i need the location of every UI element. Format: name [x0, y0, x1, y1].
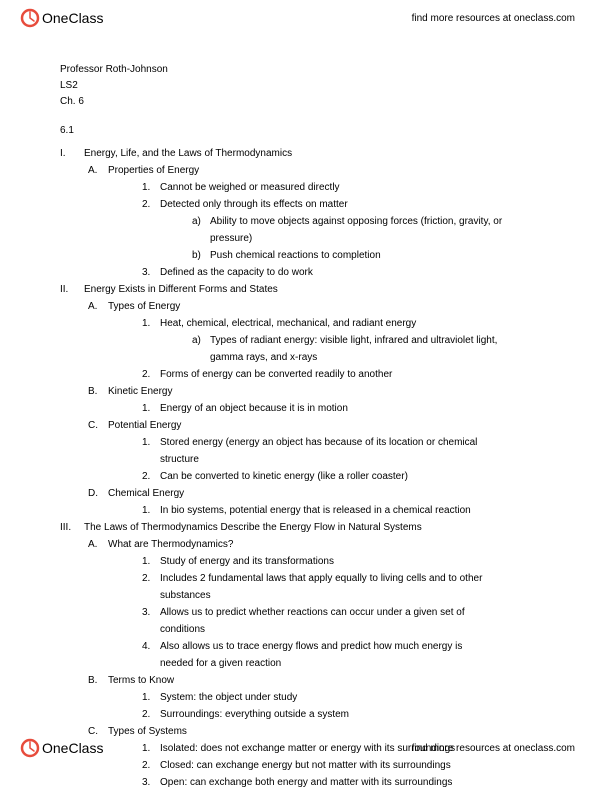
- section-number: 6.1: [60, 123, 535, 138]
- outline-text: Forms of energy can be converted readily…: [160, 369, 392, 380]
- outline-item: a)Types of radiant energy: visible light…: [60, 333, 535, 348]
- outline-item: 1.Cannot be weighed or measured directly: [60, 180, 535, 195]
- page-header: OneClass find more resources at oneclass…: [0, 0, 595, 32]
- outline-item: 2.Forms of energy can be converted readi…: [60, 367, 535, 382]
- outline-continuation: gamma rays, and x-rays: [60, 350, 535, 365]
- outline-text: Heat, chemical, electrical, mechanical, …: [160, 318, 416, 329]
- page-footer: OneClass find more resources at oneclass…: [0, 734, 595, 762]
- outline-item: A.Types of Energy: [60, 299, 535, 314]
- outline-item: III.The Laws of Thermodynamics Describe …: [60, 520, 535, 535]
- outline-text: Defined as the capacity to do work: [160, 267, 313, 278]
- outline-item: 2.Surroundings: everything outside a sys…: [60, 707, 535, 722]
- outline-text: Potential Energy: [108, 420, 181, 431]
- outline-text: The Laws of Thermodynamics Describe the …: [84, 522, 422, 533]
- outline-item: 1.Stored energy (energy an object has be…: [60, 435, 535, 450]
- outline-list: I.Energy, Life, and the Laws of Thermody…: [60, 146, 535, 790]
- outline-text: Energy, Life, and the Laws of Thermodyna…: [84, 148, 292, 159]
- outline-continuation: needed for a given reaction: [60, 656, 535, 671]
- outline-text: What are Thermodynamics?: [108, 539, 233, 550]
- outline-text: Stored energy (energy an object has beca…: [160, 437, 477, 448]
- outline-item: 2.Includes 2 fundamental laws that apply…: [60, 571, 535, 586]
- chapter-line: Ch. 6: [60, 94, 535, 109]
- outline-text: In bio systems, potential energy that is…: [160, 505, 471, 516]
- outline-continuation: structure: [60, 452, 535, 467]
- logo-icon: [20, 738, 40, 758]
- outline-item: 3.Open: can exchange both energy and mat…: [60, 775, 535, 790]
- outline-text: Open: can exchange both energy and matte…: [160, 777, 452, 788]
- document-content: Professor Roth-Johnson LS2 Ch. 6 6.1 I.E…: [0, 32, 595, 802]
- header-resource-link[interactable]: find more resources at oneclass.com: [412, 13, 575, 24]
- outline-text: System: the object under study: [160, 692, 297, 703]
- outline-text: Types of radiant energy: visible light, …: [210, 335, 497, 346]
- outline-item: 2.Can be converted to kinetic energy (li…: [60, 469, 535, 484]
- outline-item: A.What are Thermodynamics?: [60, 537, 535, 552]
- outline-item: a)Ability to move objects against opposi…: [60, 214, 535, 229]
- outline-text: Types of Energy: [108, 301, 180, 312]
- outline-text: Ability to move objects against opposing…: [210, 216, 502, 227]
- outline-item: 3.Allows us to predict whether reactions…: [60, 605, 535, 620]
- course-line: LS2: [60, 78, 535, 93]
- outline-item: b)Push chemical reactions to completion: [60, 248, 535, 263]
- outline-item: 1.Energy of an object because it is in m…: [60, 401, 535, 416]
- outline-text: Study of energy and its transformations: [160, 556, 334, 567]
- logo-icon: [20, 8, 40, 28]
- outline-text: Also allows us to trace energy flows and…: [160, 641, 462, 652]
- outline-text: Cannot be weighed or measured directly: [160, 182, 340, 193]
- outline-text: Kinetic Energy: [108, 386, 172, 397]
- outline-text: Can be converted to kinetic energy (like…: [160, 471, 408, 482]
- outline-item: B.Kinetic Energy: [60, 384, 535, 399]
- outline-text: Push chemical reactions to completion: [210, 250, 381, 261]
- outline-item: D.Chemical Energy: [60, 486, 535, 501]
- footer-logo-text: OneClass: [42, 740, 103, 756]
- outline-item: 1.Heat, chemical, electrical, mechanical…: [60, 316, 535, 331]
- outline-item: 4.Also allows us to trace energy flows a…: [60, 639, 535, 654]
- outline-continuation: conditions: [60, 622, 535, 637]
- outline-item: B.Terms to Know: [60, 673, 535, 688]
- footer-resource-link[interactable]: find more resources at oneclass.com: [412, 743, 575, 754]
- outline-item: 1.System: the object under study: [60, 690, 535, 705]
- outline-text: Detected only through its effects on mat…: [160, 199, 348, 210]
- outline-text: Energy Exists in Different Forms and Sta…: [84, 284, 278, 295]
- outline-text: Chemical Energy: [108, 488, 184, 499]
- outline-item: C.Potential Energy: [60, 418, 535, 433]
- outline-text: Surroundings: everything outside a syste…: [160, 709, 349, 720]
- outline-item: I.Energy, Life, and the Laws of Thermody…: [60, 146, 535, 161]
- logo-text: OneClass: [42, 10, 103, 26]
- outline-continuation: substances: [60, 588, 535, 603]
- outline-text: Terms to Know: [108, 675, 174, 686]
- outline-continuation: pressure): [60, 231, 535, 246]
- outline-item: II.Energy Exists in Different Forms and …: [60, 282, 535, 297]
- outline-text: Allows us to predict whether reactions c…: [160, 607, 465, 618]
- outline-text: Energy of an object because it is in mot…: [160, 403, 348, 414]
- outline-item: 1.In bio systems, potential energy that …: [60, 503, 535, 518]
- outline-item: A.Properties of Energy: [60, 163, 535, 178]
- outline-text: Properties of Energy: [108, 165, 199, 176]
- outline-text: Includes 2 fundamental laws that apply e…: [160, 573, 482, 584]
- outline-item: 3.Defined as the capacity to do work: [60, 265, 535, 280]
- logo: OneClass: [20, 8, 103, 28]
- outline-item: 1.Study of energy and its transformation…: [60, 554, 535, 569]
- outline-item: 2.Detected only through its effects on m…: [60, 197, 535, 212]
- footer-logo: OneClass: [20, 738, 103, 758]
- professor-line: Professor Roth-Johnson: [60, 62, 535, 77]
